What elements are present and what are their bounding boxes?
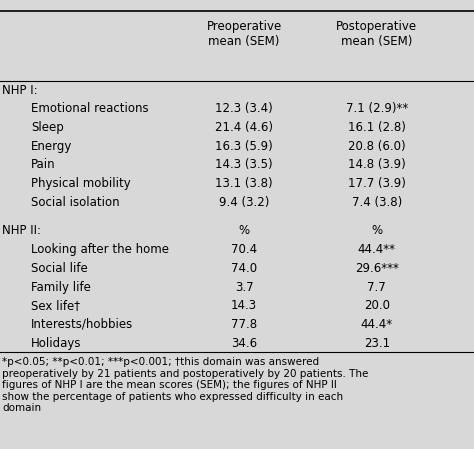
Text: Energy: Energy xyxy=(31,140,72,153)
Text: Emotional reactions: Emotional reactions xyxy=(31,102,148,115)
Text: 14.3 (3.5): 14.3 (3.5) xyxy=(215,158,273,172)
Text: Pain: Pain xyxy=(31,158,55,172)
Text: 14.3: 14.3 xyxy=(231,299,257,312)
Text: 21.4 (4.6): 21.4 (4.6) xyxy=(215,121,273,134)
Text: 77.8: 77.8 xyxy=(231,318,257,331)
Text: 44.4**: 44.4** xyxy=(358,243,396,256)
Text: Physical mobility: Physical mobility xyxy=(31,177,130,190)
Text: 3.7: 3.7 xyxy=(235,281,254,294)
Text: 20.8 (6.0): 20.8 (6.0) xyxy=(348,140,406,153)
Text: Interests/hobbies: Interests/hobbies xyxy=(31,318,133,331)
Text: NHP I:: NHP I: xyxy=(2,84,38,97)
Text: NHP II:: NHP II: xyxy=(2,224,41,238)
Text: 17.7 (3.9): 17.7 (3.9) xyxy=(348,177,406,190)
Text: *p<0.05; **p<0.01; ***p<0.001; †this domain was answered
preoperatively by 21 pa: *p<0.05; **p<0.01; ***p<0.001; †this dom… xyxy=(2,357,369,414)
Text: Preoperative
mean (SEM): Preoperative mean (SEM) xyxy=(207,20,282,48)
Text: 70.4: 70.4 xyxy=(231,243,257,256)
Text: 14.8 (3.9): 14.8 (3.9) xyxy=(348,158,406,172)
Text: 7.7: 7.7 xyxy=(367,281,386,294)
Text: Family life: Family life xyxy=(31,281,91,294)
Text: 16.3 (5.9): 16.3 (5.9) xyxy=(215,140,273,153)
Text: Sleep: Sleep xyxy=(31,121,64,134)
Text: 29.6***: 29.6*** xyxy=(355,262,399,275)
Text: 16.1 (2.8): 16.1 (2.8) xyxy=(348,121,406,134)
Text: %: % xyxy=(238,224,250,238)
Text: 7.1 (2.9)**: 7.1 (2.9)** xyxy=(346,102,408,115)
Text: 23.1: 23.1 xyxy=(364,337,390,350)
Text: Holidays: Holidays xyxy=(31,337,82,350)
Text: 12.3 (3.4): 12.3 (3.4) xyxy=(215,102,273,115)
Text: 44.4*: 44.4* xyxy=(361,318,393,331)
Text: Postoperative
mean (SEM): Postoperative mean (SEM) xyxy=(336,20,418,48)
Text: Social isolation: Social isolation xyxy=(31,196,119,209)
Text: Sex life†: Sex life† xyxy=(31,299,80,312)
Text: 9.4 (3.2): 9.4 (3.2) xyxy=(219,196,269,209)
Text: 13.1 (3.8): 13.1 (3.8) xyxy=(215,177,273,190)
Text: 20.0: 20.0 xyxy=(364,299,390,312)
Text: 74.0: 74.0 xyxy=(231,262,257,275)
Text: 7.4 (3.8): 7.4 (3.8) xyxy=(352,196,402,209)
Text: %: % xyxy=(371,224,383,238)
Text: 34.6: 34.6 xyxy=(231,337,257,350)
Text: Social life: Social life xyxy=(31,262,88,275)
Text: Looking after the home: Looking after the home xyxy=(31,243,169,256)
